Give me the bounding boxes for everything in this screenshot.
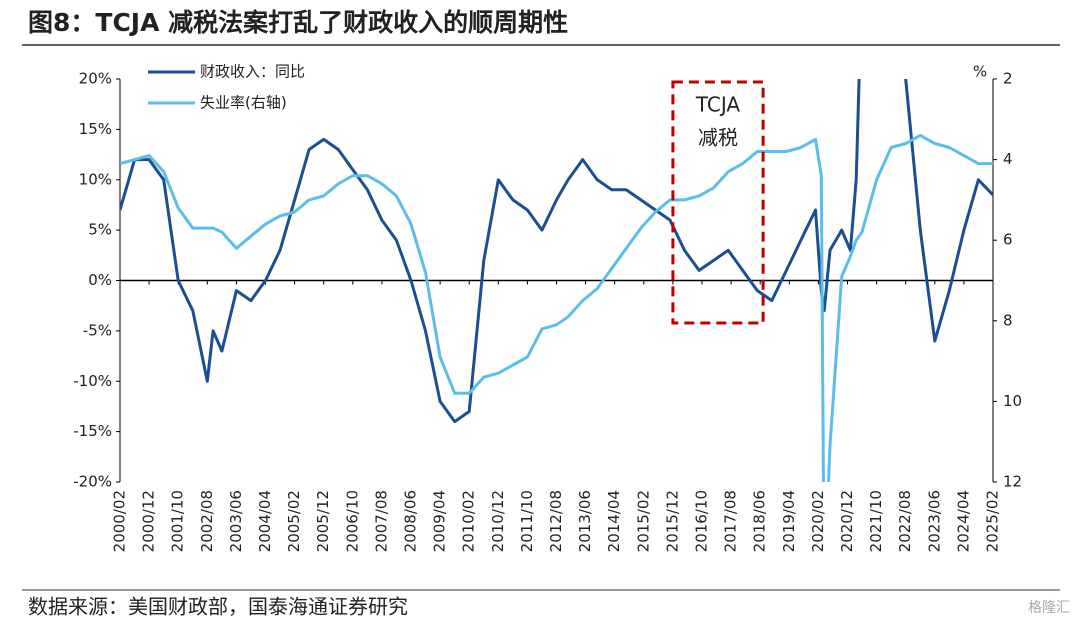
y2-unit: % <box>973 63 987 81</box>
y-tick-label: -15% <box>73 422 112 440</box>
y-tick-label: -5% <box>83 321 112 339</box>
legend-label: 财政收入：同比 <box>200 63 305 81</box>
y-tick-label: 20% <box>79 70 112 88</box>
x-tick-label: 2010/12 <box>489 490 507 552</box>
x-tick-label: 2004/04 <box>256 490 274 552</box>
x-tick-label: 2002/08 <box>198 490 216 552</box>
x-tick-label: 2009/04 <box>431 490 449 552</box>
annotation: 减税 <box>698 126 738 150</box>
series-line <box>120 79 993 424</box>
x-tick-label: 2006/10 <box>343 490 361 552</box>
legend-label: 失业率(右轴) <box>200 94 287 112</box>
x-tick-label: 2025/02 <box>984 490 1002 552</box>
x-tick-label: 2011/10 <box>518 490 536 552</box>
x-tick-label: 2010/02 <box>460 490 478 552</box>
y2-tick-label: 8 <box>1003 311 1013 329</box>
y-tick-label: -20% <box>73 473 112 491</box>
x-tick-label: 2017/08 <box>722 490 740 552</box>
y2-tick-label: 12 <box>1003 473 1022 491</box>
y-tick-label: -10% <box>73 372 112 390</box>
x-tick-label: 2003/06 <box>227 490 245 552</box>
watermark: 格隆汇 <box>1028 600 1070 616</box>
highlight-box <box>671 80 765 325</box>
x-tick-label: 2018/06 <box>751 490 769 552</box>
x-tick-label: 2024/04 <box>954 490 972 552</box>
y2-tick-label: 6 <box>1003 231 1013 249</box>
y-tick-label: 0% <box>88 271 112 289</box>
x-tick-label: 2022/08 <box>896 490 914 552</box>
plot-area <box>120 79 993 482</box>
y-tick-label: 5% <box>88 221 112 239</box>
x-tick-label: 2015/02 <box>634 490 652 552</box>
x-tick-label: 2016/10 <box>693 490 711 552</box>
x-tick-label: 2023/06 <box>925 490 943 552</box>
source: 数据来源：美国财政部，国泰海通证券研究 <box>28 595 408 619</box>
x-tick-label: 2000/12 <box>140 490 158 552</box>
y2-tick-label: 4 <box>1003 150 1013 168</box>
y2-tick-label: 10 <box>1003 392 1022 410</box>
x-tick-label: 2020/12 <box>838 490 856 552</box>
annotation: TCJA <box>695 93 741 117</box>
x-tick-label: 2001/10 <box>169 490 187 552</box>
x-tick-label: 2005/02 <box>285 490 303 552</box>
x-tick-label: 2008/06 <box>402 490 420 552</box>
x-tick-label: 2020/02 <box>809 490 827 552</box>
y-tick-label: 15% <box>79 120 112 138</box>
x-tick-label: 2013/06 <box>576 490 594 552</box>
x-tick-label: 2007/08 <box>372 490 390 552</box>
chart-title: 图8：TCJA 减税法案打乱了财政收入的顺周期性 <box>28 8 568 37</box>
y-tick-label: 10% <box>79 170 112 188</box>
x-tick-label: 2015/12 <box>663 490 681 552</box>
x-tick-label: 2012/08 <box>547 490 565 552</box>
x-tick-label: 2021/10 <box>867 490 885 552</box>
series-line <box>120 133 993 482</box>
x-tick-label: 2005/12 <box>314 490 332 552</box>
x-tick-label: 2014/04 <box>605 490 623 552</box>
x-tick-label: 2000/02 <box>111 490 129 552</box>
y2-tick-label: 2 <box>1003 70 1013 88</box>
x-tick-label: 2019/04 <box>780 490 798 552</box>
